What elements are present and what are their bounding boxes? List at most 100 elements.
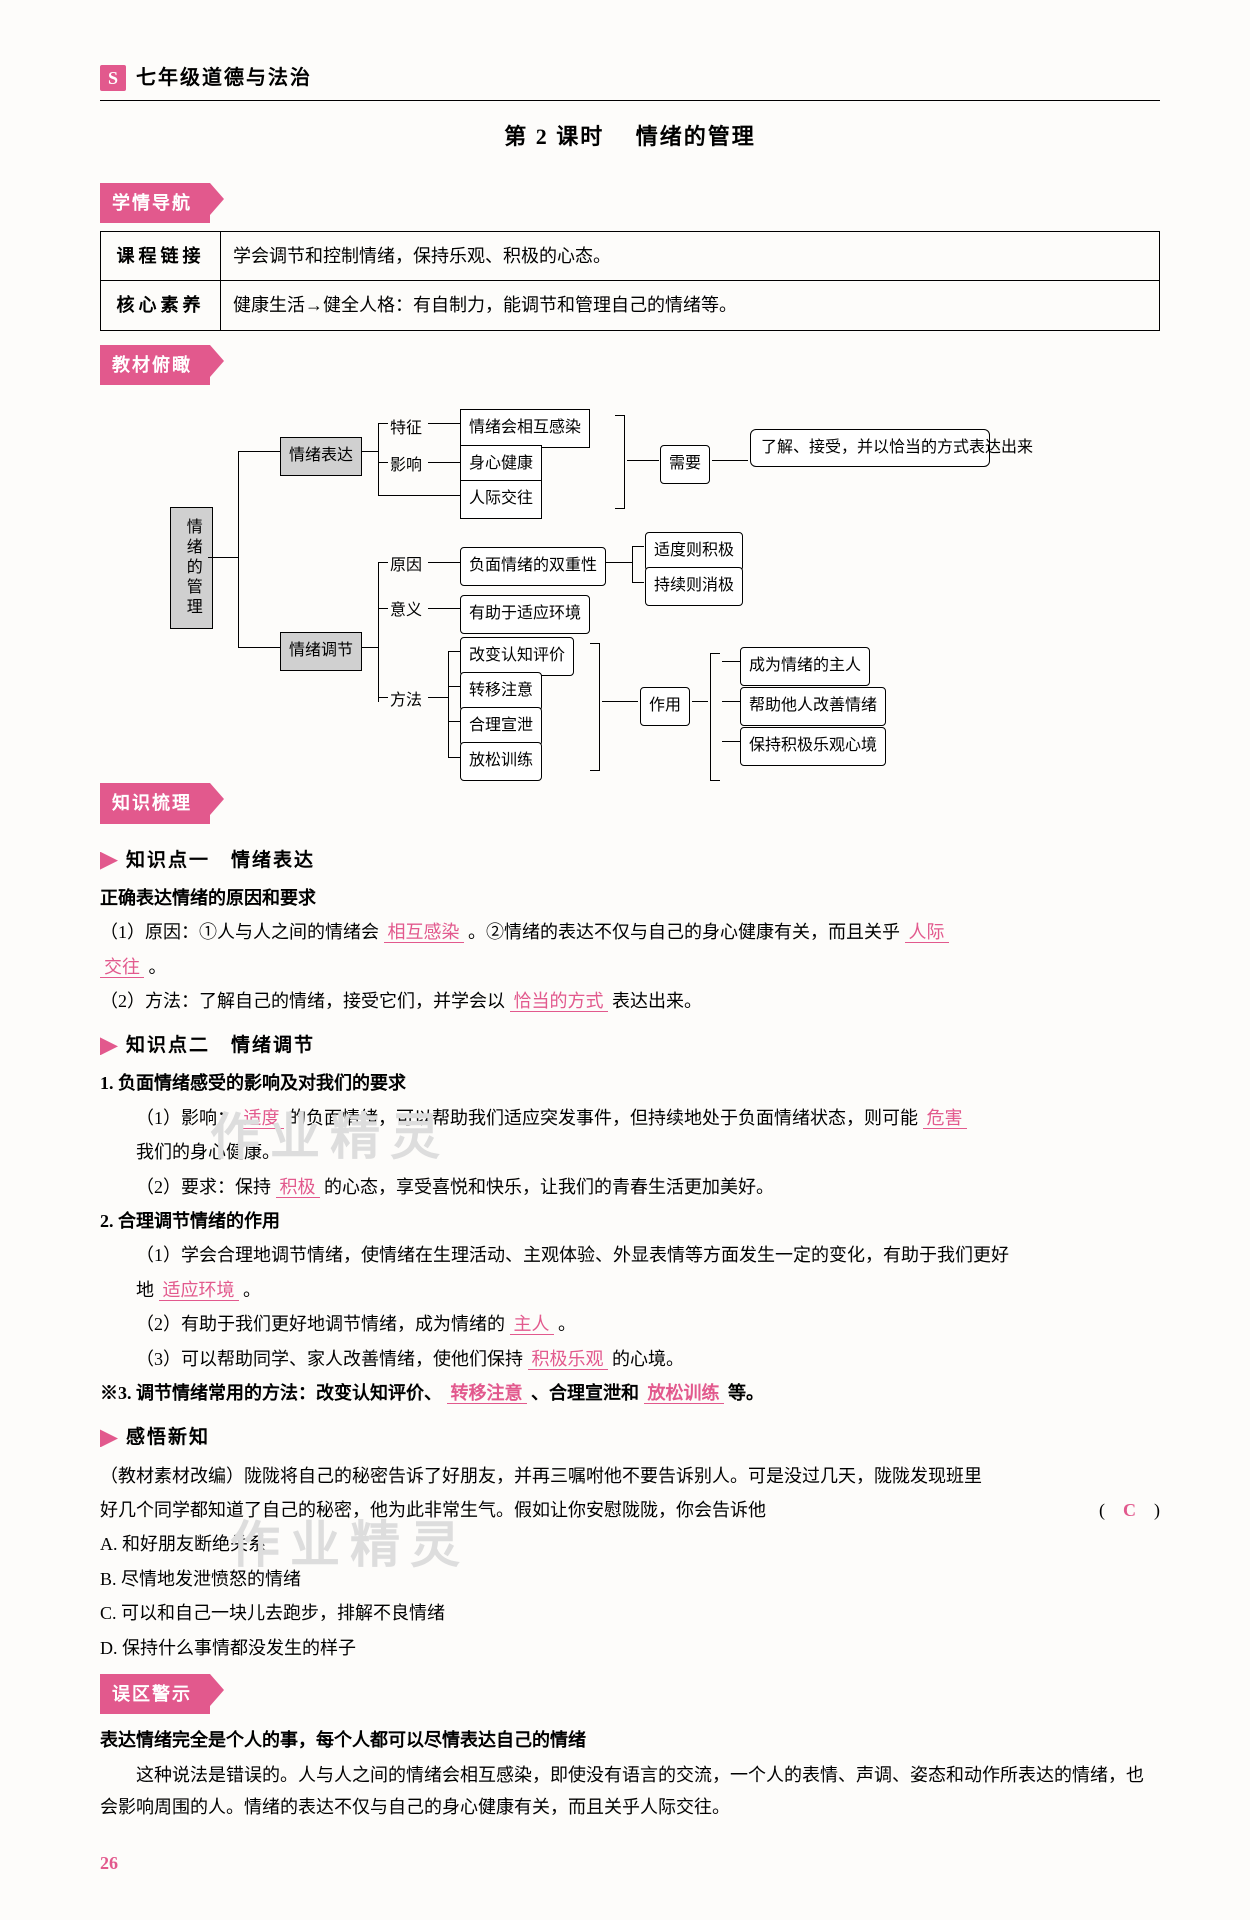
answer-paren: ( C ) [1099,1494,1160,1526]
blank: 主人 [510,1314,554,1335]
lesson-title: 第 2 课时 情绪的管理 [100,117,1160,157]
node: 放松训练 [460,742,542,781]
lesson-name: 情绪的管理 [636,124,756,149]
node: 情绪表达 [280,437,362,476]
text: （2）要求：保持 [136,1177,271,1197]
node: 保持积极乐观心境 [740,727,886,766]
question-line2: 好几个同学都知道了自己的秘密，他为此非常生气。假如让你安慰陇陇，你会告诉他 ( … [100,1494,1160,1526]
node: 人际交往 [460,480,542,519]
table-row: 课程链接 学会调节和控制情绪，保持乐观、积极的心态。 [101,231,1160,280]
page-header: S 七年级道德与法治 [100,60,1160,101]
text: ※3. 调节情绪常用的方法：改变认知评价、 [100,1383,442,1403]
blank: 适应环境 [159,1280,239,1301]
kp2-h3: ※3. 调节情绪常用的方法：改变认知评价、 转移注意 、合理宣泄和 放松训练 等… [100,1377,1160,1409]
kp2-p1: （1）影响： 适度 的负面情绪，可以帮助我们适应突发事件，但持续地处于负面情绪状… [100,1102,1160,1134]
text: 地 [136,1280,154,1300]
kp1-p1: （1）原因：①人与人之间的情绪会 相互感染 。②情绪的表达不仅与自己的身心健康有… [100,916,1160,948]
question-line1: （教材素材改编）陇陇将自己的秘密告诉了好朋友，并再三嘱咐他不要告诉别人。可是没过… [100,1460,1160,1492]
text: （1）原因：①人与人之间的情绪会 [100,922,379,942]
text: （2）方法：了解自己的情绪，接受它们，并学会以 [100,991,505,1011]
node: 成为情绪的主人 [740,647,870,686]
answer-letter: C [1123,1500,1136,1520]
text: 的心态，享受喜悦和快乐，让我们的青春生活更加美好。 [324,1177,774,1197]
kp1-title: 知识点一 情绪表达 [126,844,315,878]
kp2-p1c: 我们的身心健康。 [100,1136,1160,1168]
node-root: 情绪的管理 [170,507,213,629]
section-tag-review: 知识梳理 [100,783,210,823]
text: 等。 [728,1383,764,1403]
warn-heading: 表达情绪完全是个人的事，每个人都可以尽情表达自己的情绪 [100,1724,1160,1756]
page-number: 26 [100,1847,1160,1879]
node: 了解、接受，并以恰当的方式表达出来 [750,429,990,467]
text: 。②情绪的表达不仅与自己的身心健康有关，而且关乎 [468,922,900,942]
text: 的负面情绪，可以帮助我们适应突发事件，但持续地处于负面情绪状态，则可能 [288,1108,918,1128]
node: 需要 [660,445,710,484]
node: 情绪调节 [280,632,362,671]
blank: 恰当的方式 [510,991,608,1012]
blank: 交往 [100,957,144,978]
grade-label: 七年级道德与法治 [136,60,312,96]
label: 影响 [390,452,422,481]
kp1-p1b: 交往 。 [100,951,1160,983]
gw-heading: 感悟新知 [100,1421,1160,1455]
blank: 积极乐观 [528,1349,608,1370]
opt-b: B. 尽情地发泄愤怒的情绪 [100,1563,1160,1595]
warn-text: 这种说法是错误的。人与人之间的情绪会相互感染，即使没有语言的交流，一个人的表情、… [100,1759,1160,1824]
node: 改变认知评价 [460,637,574,676]
cell-content: 健康生活→健全人格：有自制力，能调节和管理自己的情绪等。 [221,281,1160,330]
kp2-p4: （2）有助于我们更好地调节情绪，成为情绪的 主人 。 [100,1308,1160,1340]
text: 。 [558,1314,576,1334]
text: 好几个同学都知道了自己的秘密，他为此非常生气。假如让你安慰陇陇，你会告诉他 [100,1494,1087,1526]
label: 原因 [390,552,422,581]
node: 身心健康 [460,445,542,484]
blank: 积极 [276,1177,320,1198]
opt-a: A. 和好朋友断绝关系 [100,1528,1160,1560]
opt-d: D. 保持什么事情都没发生的样子 [100,1632,1160,1664]
node: 帮助他人改善情绪 [740,687,886,726]
lesson-number: 第 2 课时 [504,124,604,149]
cell-heading: 核心素养 [101,281,221,330]
triangle-icon [100,1429,118,1447]
opt-c: C. 可以和自己一块儿去跑步，排解不良情绪 [100,1597,1160,1629]
triangle-icon [100,852,118,870]
label: 意义 [390,597,422,626]
label: 特征 [390,415,422,444]
node: 作用 [640,687,690,726]
kp1-sub: 正确表达情绪的原因和要求 [100,882,1160,914]
kp2-heading: 知识点二 情绪调节 [100,1029,1160,1063]
blank: 人际 [905,922,949,943]
text: （1）影响： [136,1108,235,1128]
concept-diagram: 情绪的管理 情绪表达 特征 影响 情绪会相互感染 身心健康 人际交往 需要 了解… [100,397,1160,767]
blank: 相互感染 [384,922,464,943]
kp1-p2: （2）方法：了解自己的情绪，接受它们，并学会以 恰当的方式 表达出来。 [100,985,1160,1017]
text: （2）有助于我们更好地调节情绪，成为情绪的 [136,1314,505,1334]
logo-icon: S [100,65,126,91]
text: 的心境。 [612,1349,684,1369]
kp2-p2: （2）要求：保持 积极 的心态，享受喜悦和快乐，让我们的青春生活更加美好。 [100,1171,1160,1203]
cell-heading: 课程链接 [101,231,221,280]
node: 合理宣泄 [460,707,542,746]
kp2-h2: 2. 合理调节情绪的作用 [100,1205,1160,1237]
label: 方法 [390,687,422,716]
section-tag-nav: 学情导航 [100,183,210,223]
kp1-heading: 知识点一 情绪表达 [100,844,1160,878]
text: 、合理宣泄和 [531,1383,639,1403]
text: 。 [243,1280,261,1300]
gw-title: 感悟新知 [126,1421,210,1455]
cell-content: 学会调节和控制情绪，保持乐观、积极的心态。 [221,231,1160,280]
kp2-title: 知识点二 情绪调节 [126,1029,315,1063]
kp2-p5: （3）可以帮助同学、家人改善情绪，使他们保持 积极乐观 的心境。 [100,1343,1160,1375]
text: 。 [149,957,167,977]
table-row: 核心素养 健康生活→健全人格：有自制力，能调节和管理自己的情绪等。 [101,281,1160,330]
node: 适度则积极 [645,532,743,571]
node: 有助于适应环境 [460,595,590,634]
blank: 放松训练 [644,1383,724,1404]
link-table: 课程链接 学会调节和控制情绪，保持乐观、积极的心态。 核心素养 健康生活→健全人… [100,231,1160,331]
text: 表达出来。 [612,991,702,1011]
blank: 转移注意 [447,1383,527,1404]
kp2-h1: 1. 负面情绪感受的影响及对我们的要求 [100,1067,1160,1099]
kp2-p3b: 地 适应环境 。 [100,1274,1160,1306]
blank: 适度 [240,1108,284,1129]
node: 负面情绪的双重性 [460,547,606,586]
kp2-p3: （1）学会合理地调节情绪，使情绪在生理活动、主观体验、外显表情等方面发生一定的变… [100,1239,1160,1271]
